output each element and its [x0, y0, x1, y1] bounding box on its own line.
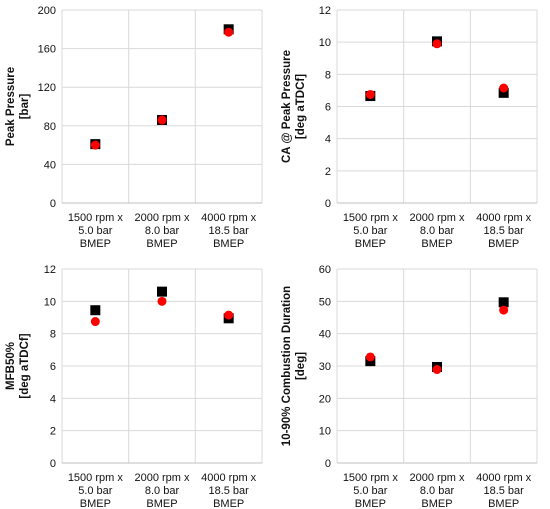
data-point-circle — [432, 365, 442, 375]
y-tick-label: 8 — [50, 329, 56, 341]
data-point-circle — [224, 310, 234, 320]
data-point-circle — [365, 89, 375, 99]
y-tick-label: 60 — [319, 264, 331, 276]
data-point-square — [498, 297, 509, 308]
y-tick-label: 0 — [50, 458, 56, 470]
y-tick-label: 0 — [50, 198, 56, 210]
y-tick-label: 20 — [319, 393, 331, 405]
y-tick-label: 10 — [44, 296, 56, 308]
x-category-label: 4000 rpm x 18.5 bar BMEP — [201, 472, 257, 509]
y-tick-label: 2 — [325, 166, 331, 178]
x-category-label: 4000 rpm x 18.5 bar BMEP — [476, 212, 532, 250]
x-category-label: 4000 rpm x 18.5 bar BMEP — [476, 472, 532, 509]
chart-panel-4: 0 10 20 30 40 50 60 1500 rpm x 5.0 bar BMEP 2000 r… — [281, 264, 538, 509]
y-axis-label: 10-90% Combustion Duration [deg] — [281, 286, 307, 446]
y-tick-label: 8 — [325, 69, 331, 81]
y-tick-label: 6 — [325, 102, 331, 114]
x-category-label: 1500 rpm x 5.0 bar BMEP — [68, 472, 124, 509]
y-axis-label: Peak Pressure [bar] — [5, 67, 31, 146]
y-tick-label: 0 — [325, 458, 331, 470]
y-tick-label: 10 — [319, 37, 331, 49]
y-axis-label: MFB50% [deg aTDCf] — [5, 333, 31, 398]
data-point-square — [90, 305, 101, 316]
x-category-label: 2000 rpm x 8.0 bar BMEP — [134, 472, 190, 509]
x-category-label: 2000 rpm x 8.0 bar BMEP — [134, 212, 190, 250]
chart-panel-3: 0 2 4 6 8 10 12 1500 rpm x 5.0 bar BMEP 2000 rpm x… — [5, 264, 263, 509]
y-tick-label: 12 — [44, 264, 56, 276]
x-category-label: 1500 rpm x 5.0 bar BMEP — [68, 212, 124, 250]
y-tick-label: 80 — [44, 121, 56, 133]
data-point-circle — [432, 39, 442, 49]
y-axis-label: CA @ Peak Pressure [deg aTDCf] — [281, 50, 307, 163]
data-point-circle — [224, 27, 234, 37]
data-point-square — [157, 286, 167, 297]
y-tick-label: 4 — [50, 393, 56, 405]
y-tick-label: 40 — [44, 159, 56, 171]
data-point-circle — [499, 83, 509, 93]
data-point-circle — [157, 115, 167, 125]
chart-panel-1: 0 40 80 120 160 200 1500 rpm x 5.0 bar BMEP 2000 … — [5, 5, 263, 250]
y-tick-label: 40 — [319, 329, 331, 341]
x-category-label: 2000 rpm x 8.0 bar BMEP — [409, 212, 465, 250]
data-point-square — [498, 87, 509, 98]
x-category-label: 1500 rpm x 5.0 bar BMEP — [343, 472, 399, 509]
y-tick-label: 200 — [38, 5, 56, 17]
x-category-label: 2000 rpm x 8.0 bar BMEP — [409, 472, 465, 509]
y-tick-label: 120 — [38, 82, 56, 94]
y-tick-label: 6 — [50, 361, 56, 373]
data-point-circle — [499, 305, 509, 315]
chart-panel-2: 0 2 4 6 8 10 12 1500 rpm x 5.0 bar BMEP 2000 rpm x… — [281, 5, 538, 250]
y-tick-label: 30 — [319, 361, 331, 373]
y-tick-label: 12 — [319, 5, 331, 17]
y-tick-label: 4 — [325, 134, 331, 146]
x-category-label: 1500 rpm x 5.0 bar BMEP — [343, 212, 399, 250]
y-tick-label: 2 — [50, 426, 56, 438]
data-point-circle — [90, 140, 100, 150]
y-tick-label: 50 — [319, 296, 331, 308]
data-point-circle — [157, 296, 167, 306]
y-tick-label: 10 — [319, 426, 331, 438]
data-point-circle — [90, 317, 100, 327]
x-category-label: 4000 rpm x 18.5 bar BMEP — [201, 212, 257, 250]
y-tick-label: 160 — [38, 44, 56, 56]
data-point-circle — [365, 352, 375, 362]
y-tick-label: 0 — [325, 198, 331, 210]
